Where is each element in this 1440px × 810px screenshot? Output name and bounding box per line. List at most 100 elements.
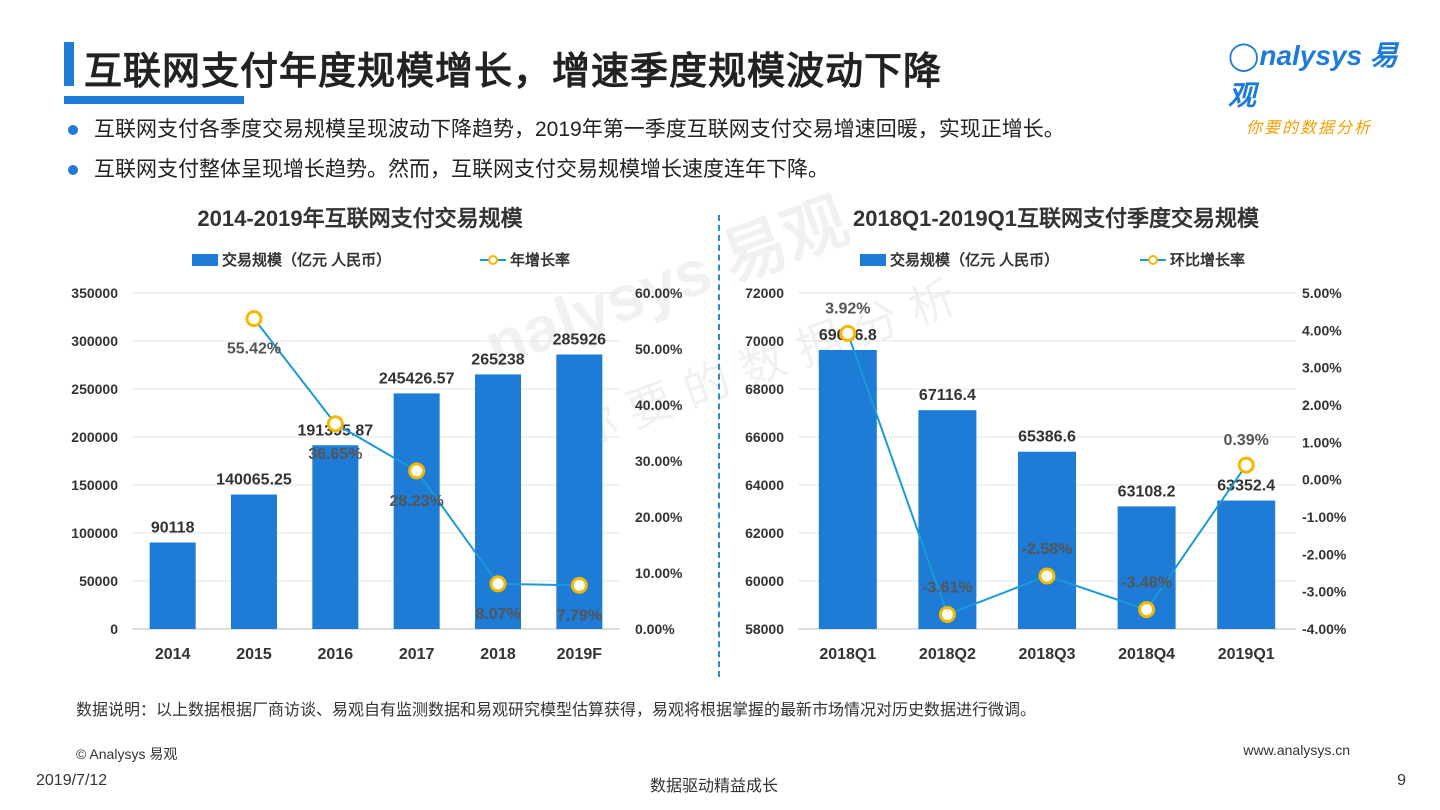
y-left-tick-label: 50000 [79,573,118,589]
line-value-label: -3.48% [1121,575,1172,592]
bar [918,410,977,629]
bar [149,542,196,629]
y-right-tick-label: 50.00% [635,341,683,357]
legend-bar-swatch [192,254,218,266]
x-tick-label: 2015 [236,646,272,663]
y-left-tick-label: 150000 [71,477,118,493]
y-left-tick-label: 100000 [71,525,118,541]
y-right-tick-label: 30.00% [635,453,683,469]
copyright: © Analysys 易观 [76,746,178,762]
x-tick-label: 2018Q1 [819,646,876,663]
bullet-dot-icon [68,165,78,175]
y-left-tick-label: 62000 [745,525,784,541]
line-point [326,415,344,433]
line-point [489,575,507,593]
y-left-tick-label: 60000 [745,573,784,589]
y-left-tick-label: 72000 [745,285,784,301]
line-point [245,310,263,328]
bar-value-label: 265238 [471,351,524,368]
legend-bar-label: 交易规模（亿元 人民币） [890,251,1059,269]
bar-value-label: 63352.4 [1217,478,1275,495]
line-point [1237,456,1255,474]
x-tick-label: 2018Q2 [919,646,976,663]
legend-line-marker [1148,255,1158,265]
x-tick-label: 2019F [557,646,603,663]
line-value-label: 3.92% [825,300,870,317]
y-right-tick-label: 4.00% [1302,322,1342,338]
y-right-tick-label: 3.00% [1302,360,1342,376]
line-value-label: 55.42% [227,341,281,358]
bar [231,494,277,629]
bullet-text: 互联网支付整体呈现增长趋势。然而，互联网支付交易规模增长速度连年下降。 [94,158,829,181]
x-tick-label: 2018 [480,646,516,663]
data-note: 数据说明：以上数据根据厂商访谈、易观自有监测数据和易观研究模型估算获得，易观将根… [76,702,1037,719]
y-right-tick-label: -1.00% [1302,509,1347,525]
legend-line-label: 环比增长率 [1170,251,1245,269]
x-tick-label: 2019Q1 [1218,646,1275,663]
y-left-tick-label: 250000 [71,381,118,397]
y-left-tick-label: 0 [110,621,118,637]
website-link[interactable]: www.analysys.cn [1243,742,1350,758]
legend-line-marker [488,255,498,265]
bar-value-label: 140065.25 [216,472,292,489]
bar-value-label: 245426.57 [379,370,455,387]
line-point [839,324,857,342]
logo-wordmark: nalysys 易观 [1228,40,1398,111]
bullet-item: 互联网支付各季度交易规模呈现波动下降趋势，2019年第一季度互联网支付交易增速回… [66,116,1065,156]
chart-title: 2014-2019年互联网支付交易规模 [197,206,523,231]
x-tick-label: 2018Q4 [1118,646,1175,663]
logo-swirl-icon: ◯ [1228,40,1260,71]
y-right-tick-label: 20.00% [635,509,683,525]
y-left-tick-label: 64000 [745,477,784,493]
logo-subtitle: 你要的数据分析 [1246,120,1373,137]
chart-title: 2018Q1-2019Q1互联网支付季度交易规模 [853,206,1260,231]
logo-text: ◯nalysys 易观 [1228,34,1408,114]
y-right-tick-label: 5.00% [1302,285,1342,301]
chart-divider [718,215,720,677]
x-tick-label: 2017 [399,646,435,663]
bar [312,445,359,629]
line-value-label: -3.61% [922,579,973,596]
x-tick-label: 2018Q3 [1019,646,1076,663]
line-value-label: 28.23% [390,493,444,510]
y-right-tick-label: 40.00% [635,397,683,413]
x-tick-label: 2016 [318,646,354,663]
bar [818,349,877,629]
line-value-label: 8.07% [475,606,520,623]
y-left-tick-label: 66000 [745,429,784,445]
bar-value-label: 90118 [151,519,195,536]
bar [393,393,440,629]
line-value-label: -2.58% [1022,541,1073,558]
bullet-dot-icon [68,125,78,135]
y-right-tick-label: 10.00% [635,565,683,581]
y-right-tick-label: 0.00% [635,621,675,637]
bar-value-label: 67116.4 [919,387,976,404]
y-right-tick-label: 2.00% [1302,397,1342,413]
line-point [408,462,426,480]
y-right-tick-label: 1.00% [1302,434,1342,450]
page-number: 9 [1397,772,1406,789]
analysys-logo: ◯nalysys 易观 你要的数据分析 [1228,34,1408,137]
bar [1217,500,1276,629]
title-accent-bar [64,42,74,86]
line-value-label: 0.39% [1224,432,1269,449]
title-underline [64,96,244,104]
bar-value-label: 63108.2 [1118,483,1176,500]
legend-bar-label: 交易规模（亿元 人民币） [222,251,391,269]
bullet-list: 互联网支付各季度交易规模呈现波动下降趋势，2019年第一季度互联网支付交易增速回… [66,116,1065,196]
y-left-tick-label: 350000 [71,285,118,301]
legend-bar-swatch [860,254,886,266]
report-date: 2019/7/12 [36,772,108,789]
line-point [1138,601,1156,619]
y-left-tick-label: 58000 [745,621,784,637]
line-point [938,605,956,623]
y-left-tick-label: 68000 [745,381,784,397]
y-right-tick-label: -4.00% [1302,621,1347,637]
y-right-tick-label: 0.00% [1302,472,1342,488]
footer-slogan: 数据驱动精益成长 [650,778,779,795]
bullet-item: 互联网支付整体呈现增长趋势。然而，互联网支付交易规模增长速度连年下降。 [66,156,1065,196]
bullet-text: 互联网支付各季度交易规模呈现波动下降趋势，2019年第一季度互联网支付交易增速回… [94,118,1065,141]
bar-value-label: 285926 [553,332,606,349]
y-left-tick-label: 300000 [71,333,118,349]
